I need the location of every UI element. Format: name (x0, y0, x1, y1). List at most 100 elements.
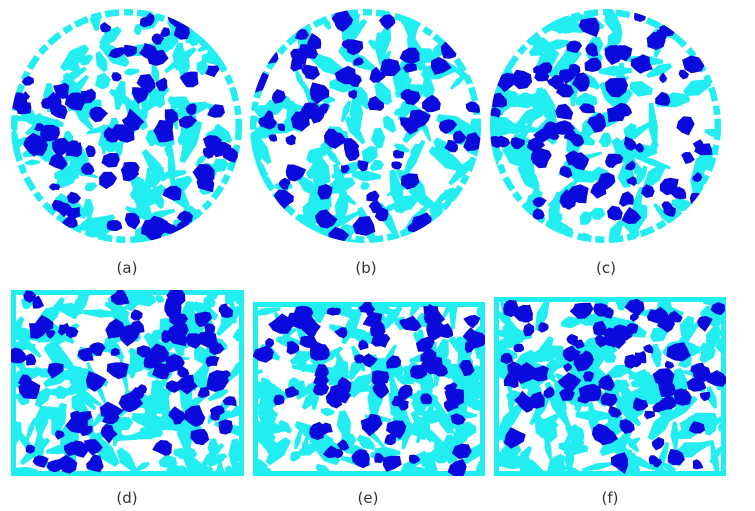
fine-particle (573, 170, 592, 178)
coarse-particle (360, 415, 383, 437)
fine-particle (455, 421, 477, 438)
coarse-particle (646, 309, 661, 323)
coarse-particle (210, 412, 221, 421)
coarse-particle (273, 394, 285, 406)
coarse-particle (585, 42, 599, 57)
coarse-particle (509, 69, 533, 90)
coarse-particle (652, 368, 675, 387)
coarse-particle (290, 58, 303, 72)
fine-particle (706, 386, 718, 409)
fine-particle (309, 436, 341, 466)
coarse-particle (692, 172, 703, 183)
coarse-particle (369, 66, 386, 83)
coarse-particle (584, 57, 602, 72)
fine-particle (419, 48, 437, 63)
coarse-particle (18, 91, 30, 101)
coarse-particle (344, 145, 360, 162)
coarse-particle (443, 399, 459, 413)
coarse-particle (25, 444, 36, 454)
coarse-particle (46, 330, 56, 339)
coarse-particle (325, 391, 339, 406)
coarse-particle (656, 396, 676, 412)
coarse-particle (265, 337, 275, 348)
fine-particle (141, 149, 167, 182)
coarse-particle (202, 135, 222, 152)
coarse-particle (222, 146, 238, 163)
coarse-particle (159, 27, 171, 38)
coarse-particle (111, 72, 122, 82)
coarse-particle (11, 347, 27, 364)
fine-particle (84, 182, 98, 192)
coarse-particle (523, 322, 535, 337)
coarse-particle (143, 354, 159, 369)
coarse-particle (607, 205, 623, 221)
coarse-particle (386, 355, 402, 369)
coarse-particle (603, 379, 614, 390)
coarse-particle (543, 386, 555, 399)
coarse-particle (393, 149, 405, 159)
fine-particle (679, 412, 718, 429)
coarse-particle (354, 354, 365, 364)
caption-f: (f) (601, 489, 619, 507)
coarse-particle (101, 411, 120, 425)
specimen-edge (11, 290, 244, 295)
coarse-particle (222, 396, 237, 407)
coarse-particle (164, 298, 182, 318)
fine-particle (24, 159, 40, 166)
coarse-particle (503, 427, 526, 449)
coarse-particle (333, 448, 344, 458)
coarse-particle (41, 97, 57, 109)
fine-particle (401, 139, 426, 180)
coarse-particle (400, 88, 416, 102)
coarse-particle (273, 189, 294, 209)
coarse-particle (371, 370, 390, 387)
coarse-particle (168, 328, 188, 347)
coarse-particle (26, 357, 37, 366)
fine-particle (214, 123, 233, 144)
coarse-particle (686, 378, 707, 392)
coarse-particle (384, 433, 396, 446)
fine-particle (613, 14, 623, 36)
coarse-particle (205, 65, 220, 77)
fine-particle (356, 434, 376, 450)
fine-particle (540, 39, 570, 51)
coarse-particle (624, 354, 639, 369)
coarse-particle (59, 454, 78, 474)
coarse-particle (124, 212, 141, 230)
fine-particle (207, 438, 219, 460)
coarse-particle (423, 356, 443, 375)
fine-particle (99, 26, 122, 47)
fine-particle (622, 451, 656, 471)
coarse-particle (533, 65, 543, 75)
coarse-particle (608, 405, 623, 418)
coarse-particle (578, 17, 600, 38)
fine-particle (177, 55, 191, 77)
coarse-particle (562, 345, 581, 363)
coarse-particle (204, 323, 216, 335)
fine-particle (623, 387, 643, 403)
coarse-particle (688, 421, 706, 434)
coarse-particle (512, 304, 533, 323)
fine-particle (71, 394, 84, 414)
coarse-particle (312, 382, 330, 396)
fine-particle (615, 390, 649, 410)
specimen-rim (490, 9, 721, 243)
coarse-particle (659, 177, 679, 196)
fine-particle (625, 435, 640, 453)
fine-particle (546, 453, 566, 476)
coarse-particle (666, 342, 691, 362)
coarse-particle (361, 353, 378, 368)
fine-particle (651, 343, 662, 368)
fine-particle (462, 441, 485, 465)
fine-particle (70, 383, 102, 407)
coarse-particle (32, 295, 44, 309)
coarse-particle (409, 109, 431, 129)
coarse-particle (49, 183, 61, 191)
fine-particle (265, 437, 292, 466)
fine-particle (155, 295, 165, 303)
fine-particle (598, 132, 612, 147)
coarse-particle (370, 318, 386, 340)
coarse-particle (177, 366, 190, 378)
fine-particle (382, 115, 397, 133)
coarse-particle (100, 423, 118, 444)
